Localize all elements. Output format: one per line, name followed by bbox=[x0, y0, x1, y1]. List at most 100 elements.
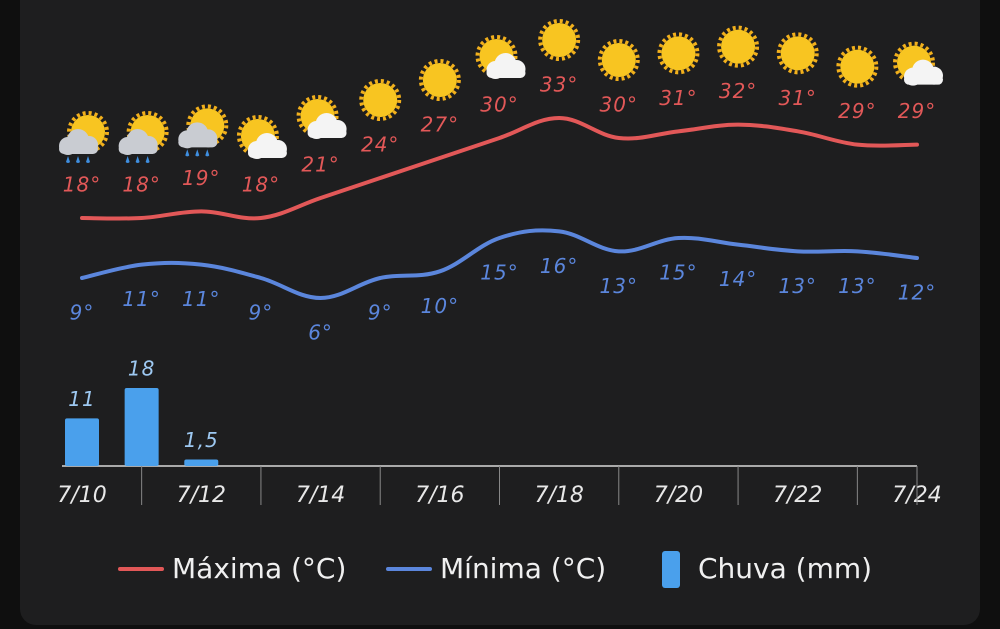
sun bbox=[422, 63, 457, 97]
sun bbox=[840, 49, 875, 84]
sun-rays bbox=[538, 19, 581, 61]
cloud-base bbox=[59, 144, 98, 154]
value-label: 18 bbox=[128, 357, 155, 381]
value-label: 18° bbox=[122, 173, 160, 197]
sun bbox=[601, 43, 636, 77]
sun-rays bbox=[776, 32, 819, 75]
cloud-base bbox=[307, 128, 347, 138]
x-tick-label: 7/18 bbox=[534, 483, 583, 508]
value-label: 13° bbox=[600, 274, 638, 298]
rain-drop bbox=[66, 156, 70, 163]
value-label: 11° bbox=[122, 287, 160, 311]
value-label: 13° bbox=[838, 274, 876, 298]
sun bbox=[721, 29, 756, 64]
sun bbox=[363, 83, 398, 117]
x-tick-label: 7/22 bbox=[773, 483, 822, 508]
line bbox=[80, 228, 919, 301]
value-label: 9° bbox=[249, 301, 274, 325]
value-label: 1,5 bbox=[184, 428, 219, 452]
weather-icon bbox=[178, 104, 229, 157]
rain-drop bbox=[145, 156, 150, 163]
weather-icon bbox=[236, 115, 287, 159]
cloud-base bbox=[178, 137, 218, 148]
value-label: 15° bbox=[480, 261, 518, 285]
value-label: 10° bbox=[421, 294, 459, 318]
weather-icon bbox=[717, 25, 760, 68]
sun bbox=[661, 36, 696, 71]
sun-rays bbox=[418, 59, 461, 101]
weather-icon bbox=[475, 35, 526, 79]
sun-rays bbox=[657, 32, 700, 75]
weather-icon bbox=[776, 32, 819, 75]
value-label: 29° bbox=[898, 99, 936, 123]
value-label: 9° bbox=[368, 301, 393, 325]
rain-drop bbox=[135, 156, 140, 163]
value-label: 30° bbox=[600, 93, 638, 117]
weather-icon bbox=[597, 39, 640, 81]
weather-icon bbox=[836, 45, 879, 88]
sun-rays bbox=[836, 45, 879, 88]
value-label: 18° bbox=[242, 173, 280, 197]
bar bbox=[65, 418, 99, 466]
cloud-base bbox=[118, 144, 158, 154]
legend: Máxima (°C) Mínima (°C) Chuva (mm) bbox=[118, 551, 872, 588]
rain-drop bbox=[185, 149, 190, 157]
bar bbox=[124, 388, 159, 466]
sun-rays bbox=[359, 79, 402, 121]
value-label: 14° bbox=[719, 267, 757, 291]
weather-icon bbox=[893, 41, 943, 86]
rain-drop bbox=[76, 156, 80, 163]
cloud-base bbox=[247, 148, 287, 158]
value-label: 16° bbox=[540, 254, 578, 278]
cloud-base bbox=[486, 68, 526, 78]
value-label: 30° bbox=[480, 93, 518, 117]
line bbox=[80, 115, 919, 221]
legend-label: Máxima (°C) bbox=[172, 552, 346, 585]
weather-icon bbox=[359, 79, 402, 121]
sun-rays bbox=[597, 39, 640, 81]
legend-label: Chuva (mm) bbox=[698, 552, 872, 585]
legend-label: Mínima (°C) bbox=[440, 552, 606, 585]
value-label: 29° bbox=[838, 99, 876, 123]
weather-icon bbox=[59, 111, 109, 163]
weather-icon bbox=[657, 32, 700, 75]
value-label: 33° bbox=[540, 73, 578, 97]
value-label: 6° bbox=[308, 321, 333, 345]
value-label: 11° bbox=[182, 287, 220, 311]
value-label: 18° bbox=[63, 173, 101, 197]
value-label: 13° bbox=[778, 274, 816, 298]
x-tick-label: 7/20 bbox=[654, 483, 703, 508]
value-label: 12° bbox=[898, 281, 936, 305]
cloud-base bbox=[904, 74, 943, 85]
value-label: 19° bbox=[182, 166, 220, 190]
value-label: 15° bbox=[659, 261, 697, 285]
sun-rays bbox=[67, 111, 109, 153]
x-tick-label: 7/12 bbox=[177, 483, 226, 508]
sun bbox=[780, 36, 815, 71]
weather-icon bbox=[418, 59, 461, 101]
legend-swatch bbox=[662, 551, 680, 588]
value-label: 24° bbox=[361, 133, 399, 157]
bar bbox=[184, 459, 219, 466]
weather-icon bbox=[296, 95, 347, 139]
value-label: 31° bbox=[778, 86, 816, 110]
value-label: 9° bbox=[70, 301, 95, 325]
sun-rays bbox=[475, 35, 518, 77]
x-tick-label: 7/16 bbox=[415, 483, 464, 508]
sun-rays bbox=[296, 95, 339, 137]
value-label: 11 bbox=[68, 387, 95, 411]
value-label: 21° bbox=[301, 153, 339, 177]
value-label: 32° bbox=[719, 79, 757, 103]
weather-icon bbox=[118, 111, 169, 163]
sun bbox=[542, 23, 577, 57]
rain-drop bbox=[205, 149, 210, 157]
value-label: 31° bbox=[659, 86, 697, 110]
weather-icon bbox=[538, 19, 581, 61]
value-label: 27° bbox=[421, 113, 459, 137]
rain-drop bbox=[86, 156, 90, 163]
rain-drop bbox=[195, 149, 200, 157]
sun-rays bbox=[236, 115, 279, 157]
x-tick-label: 7/10 bbox=[57, 483, 106, 508]
